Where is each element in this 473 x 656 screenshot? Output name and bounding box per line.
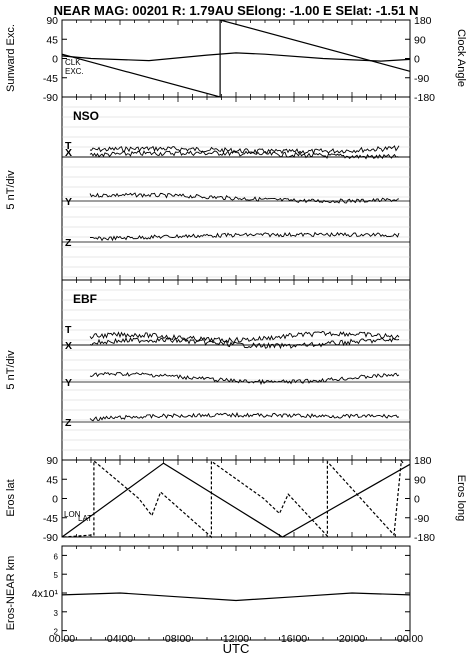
angles-series [61, 19, 411, 98]
right-tick-label: 180 [414, 455, 432, 467]
left-tick-label: 45 [46, 474, 58, 486]
trace-t [89, 330, 400, 344]
series-lat-line [63, 459, 405, 539]
x-tick-label: 12:00 [223, 633, 249, 645]
left-tick-label: -90 [43, 92, 58, 104]
left-tick-label: 6 [54, 552, 59, 561]
series-exc-line [61, 52, 411, 62]
trace-y [89, 371, 400, 386]
left-tick-label: 5 [54, 571, 59, 580]
eros-angles-panel: 90 45 0 -45 -90 180 90 0 -90 -180 Eros lat Eros … [5, 455, 467, 544]
clock-angle-label: Clock Angle [455, 29, 467, 87]
nso-panel: NSO 5 nT/div TX Y Z [5, 96, 411, 281]
component-label-y: Y [65, 377, 72, 389]
component-label-x: X [65, 340, 72, 352]
nso-gridlines [62, 106, 410, 278]
series-clk-line [61, 19, 411, 98]
x-axis-ticks: 00:00 04:00 08:00 12:00 16:00 20:00 00:00 [49, 20, 423, 645]
distance-series [61, 592, 411, 602]
distance-ticks: 6 5 4x10¹ 3 2 [32, 552, 410, 637]
plot-title: NEAR MAG: 00201 R: 1.79AU SElong: -1.00 … [54, 3, 419, 18]
x-tick-label: 00:00 [397, 633, 423, 645]
x-tick-label: 08:00 [165, 633, 191, 645]
component-label-x: X [65, 147, 72, 159]
left-tick-label: 0 [52, 494, 58, 506]
component-label-z: Z [65, 237, 72, 249]
sunward-exc-label: Sunward Exc. [5, 24, 17, 92]
trace-z [89, 411, 400, 422]
trace-x [89, 337, 400, 350]
trace-y [89, 192, 400, 204]
nso-label: NSO [73, 109, 99, 123]
angles-panel: 90 45 0 -45 -90 180 90 0 -90 -180 Sunward Exc. C… [5, 15, 467, 104]
right-tick-label: -90 [414, 73, 429, 85]
distance-label: Eros-NEAR km [5, 556, 17, 631]
right-tick-label: -180 [414, 92, 435, 104]
right-tick-label: 90 [414, 474, 426, 486]
ebf-panel: EBF 5 nT/div TX Y Z [5, 279, 411, 461]
left-tick-label: 0 [52, 54, 58, 66]
eros-left-ticks: 90 45 0 -45 -90 [43, 455, 410, 544]
ebf-gridlines [62, 289, 410, 451]
right-tick-label: 180 [414, 15, 432, 27]
right-tick-label: -180 [414, 532, 435, 544]
clk-annotation: CLK [65, 58, 81, 67]
eros-angles-series [61, 459, 411, 539]
left-tick-label: -45 [43, 73, 58, 85]
component-label-z: Z [65, 417, 72, 429]
right-tick-label: 0 [414, 494, 420, 506]
eros-right-ticks: 180 90 0 -90 -180 [414, 455, 435, 544]
left-tick-label: 90 [46, 15, 58, 27]
x-tick-label: 20:00 [339, 633, 365, 645]
nso-frame [61, 96, 411, 281]
series--line [61, 592, 411, 602]
trace-x [89, 150, 400, 160]
ebf-traces: TX Y Z [62, 324, 410, 429]
component-label-y: Y [65, 196, 72, 208]
right-tick-label: 0 [414, 54, 420, 66]
nso-traces: TX Y Z [62, 140, 410, 249]
x-tick-label: 00:00 [49, 633, 75, 645]
x-tick-label: 16:00 [281, 633, 307, 645]
angles-right-ticks: 180 90 0 -90 -180 [414, 15, 435, 104]
component-label-t: T [65, 324, 72, 336]
left-tick-label: 3 [54, 609, 59, 618]
distance-panel: 6 5 4x10¹ 3 2 Eros-NEAR km [5, 545, 411, 641]
right-tick-label: -90 [414, 513, 429, 525]
x-axis-label: UTC [223, 641, 250, 656]
lon-annotation: LON [64, 510, 81, 519]
trace-z [89, 231, 400, 242]
ebf-label: EBF [73, 292, 97, 306]
component-label-t: T [65, 140, 72, 152]
exc-annotation: EXC. [65, 67, 84, 76]
left-tick-label: 90 [46, 455, 58, 467]
angles-frame [61, 19, 411, 98]
left-tick-label: 2 [54, 628, 59, 637]
eros-long-label: Eros long [455, 475, 467, 521]
ebf-scale-label: 5 nT/div [5, 350, 17, 390]
left-tick-label: -45 [43, 513, 58, 525]
lat-annotation: LAT [78, 514, 92, 523]
trace-t [89, 145, 400, 155]
left-tick-label: -90 [43, 532, 58, 544]
left-tick-label: 4x10¹ [32, 588, 59, 600]
eros-lat-label: Eros lat [5, 479, 17, 516]
left-tick-label: 45 [46, 34, 58, 46]
series-lon-line [61, 462, 411, 538]
x-tick-label: 04:00 [107, 633, 133, 645]
right-tick-label: 90 [414, 34, 426, 46]
nso-scale-label: 5 nT/div [5, 170, 17, 210]
